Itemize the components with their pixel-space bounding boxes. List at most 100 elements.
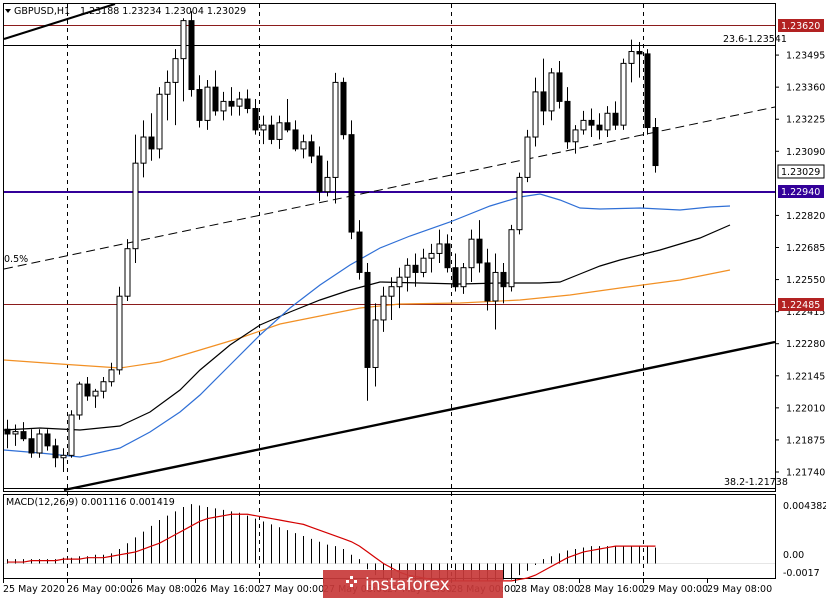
candle (188, 11, 195, 97)
candle (132, 134, 139, 263)
candle (44, 429, 51, 451)
dropdown-triangle-icon[interactable] (5, 9, 11, 13)
candle (548, 68, 555, 121)
candle (340, 77, 347, 140)
candle (388, 277, 395, 320)
candle-body-bull (156, 93, 163, 150)
candle-body-bear (644, 53, 651, 129)
candle-body-bull (68, 414, 75, 456)
price-tick-label: 1.22685 (786, 243, 825, 254)
logo-dot-1 (346, 580, 349, 583)
candle (404, 258, 411, 292)
price-tick-label: 1.23225 (786, 115, 825, 126)
candle-body-bear (340, 81, 347, 136)
candles-group (4, 11, 659, 472)
time-tick-label: 26 May 16:00 (195, 584, 260, 595)
candle (516, 172, 523, 235)
candle (532, 77, 539, 147)
candle-body-bear (636, 51, 643, 55)
candle (396, 267, 403, 309)
candle (452, 253, 459, 292)
candle-body-bear (84, 383, 91, 397)
candle (12, 424, 19, 446)
candle-body-bull (116, 295, 123, 371)
candle-body-bull (180, 20, 187, 60)
candle-body-bear (244, 98, 251, 110)
time-tick-label: 26 May 00:00 (67, 584, 132, 595)
candle (284, 99, 291, 133)
candle-body-bear (52, 445, 59, 459)
candle (436, 229, 443, 263)
candle (140, 120, 147, 178)
candle-body-bull (276, 122, 283, 140)
candle (212, 70, 219, 116)
watermark-text: instaforex (365, 575, 450, 595)
candle (364, 262, 371, 401)
candle-body-bull (12, 431, 19, 435)
candle-body-bear (556, 72, 563, 102)
candle (612, 101, 619, 130)
candle-body-bear (20, 431, 27, 440)
macd-tick-top: 0.004382 (783, 501, 826, 512)
candle-body-bull (580, 119, 587, 131)
resistance-badge: 1.23620 (778, 19, 824, 32)
price-tick-label: 1.22280 (786, 339, 825, 350)
candle-body-bear (292, 129, 299, 150)
instaforex-watermark: instaforex (323, 570, 503, 598)
candle (588, 108, 595, 138)
support2-badge-bg (778, 298, 824, 311)
candle-body-bull (260, 124, 267, 131)
support2-badge-text: 1.22485 (781, 300, 820, 311)
symbol-label: GBPUSD,H1 (14, 6, 70, 17)
channel-upper-trendline[interactable] (3, 3, 116, 40)
candle-body-bull (324, 176, 331, 193)
candle-body-bull (132, 162, 139, 250)
price-tick-label: 1.22820 (786, 211, 825, 222)
price-tick-label: 1.22550 (786, 275, 825, 286)
candle-body-bear (364, 271, 371, 368)
candle-body-bull (380, 295, 387, 321)
resistance-badge-bg (778, 19, 824, 32)
candle-body-bull (460, 267, 467, 288)
logo-dot-3 (350, 584, 353, 587)
time-tick-label: 29 May 00:00 (643, 584, 708, 595)
candle (372, 303, 379, 387)
candle (236, 91, 243, 116)
candle-body-bear (252, 108, 259, 131)
candle (204, 80, 211, 130)
candle (52, 438, 59, 468)
candle-body-bull (332, 81, 339, 178)
macd-panel-frame (3, 494, 776, 579)
candle (68, 410, 75, 458)
candle (124, 239, 131, 301)
candle (628, 39, 635, 83)
candle-body-bear (500, 271, 507, 288)
current-price-badge-bg (777, 164, 825, 179)
candle (444, 234, 451, 273)
candle-body-bull (548, 72, 555, 112)
candle (644, 49, 651, 135)
candle-body-bear (612, 112, 619, 126)
time-tick-label: 28 May 08:00 (515, 584, 580, 595)
candle-body-bull (300, 141, 307, 150)
candle-body-bull (236, 98, 243, 107)
symbol-header[interactable]: GBPUSD,H1 1.23188 1.23234 1.23004 1.2302… (5, 6, 246, 17)
logo-dot-2 (350, 576, 353, 579)
candle-body-bull (532, 91, 539, 138)
macd-tick-bottom: -0.0017 (783, 568, 820, 579)
candle (460, 262, 467, 294)
candle-body-bear (348, 134, 355, 233)
candle-body-bull (620, 62, 627, 126)
candle-body-bull (108, 369, 115, 383)
candle-body-bull (100, 381, 107, 392)
candle (76, 381, 83, 420)
candle (108, 362, 115, 387)
candle (4, 419, 11, 449)
macd-tick-zero: 0.00 (783, 550, 804, 561)
candle (564, 87, 571, 149)
candle-body-bull (492, 271, 499, 302)
fib-bottom-label: 38.2-1.21738 (724, 477, 788, 488)
candle (524, 129, 531, 183)
candle (420, 248, 427, 278)
channel-lower-trendline[interactable] (63, 340, 776, 492)
